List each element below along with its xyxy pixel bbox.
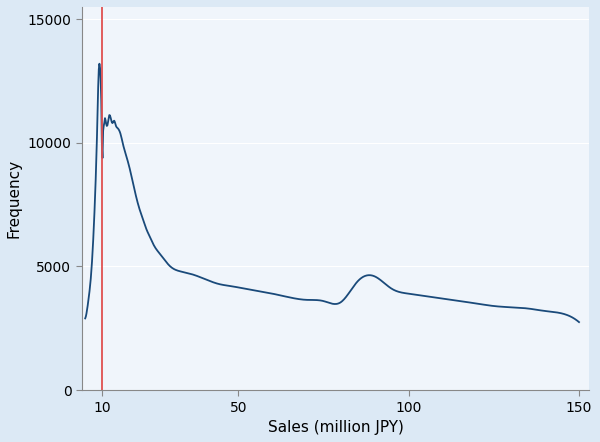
Y-axis label: Frequency: Frequency <box>7 159 22 238</box>
X-axis label: Sales (million JPY): Sales (million JPY) <box>268 420 403 435</box>
